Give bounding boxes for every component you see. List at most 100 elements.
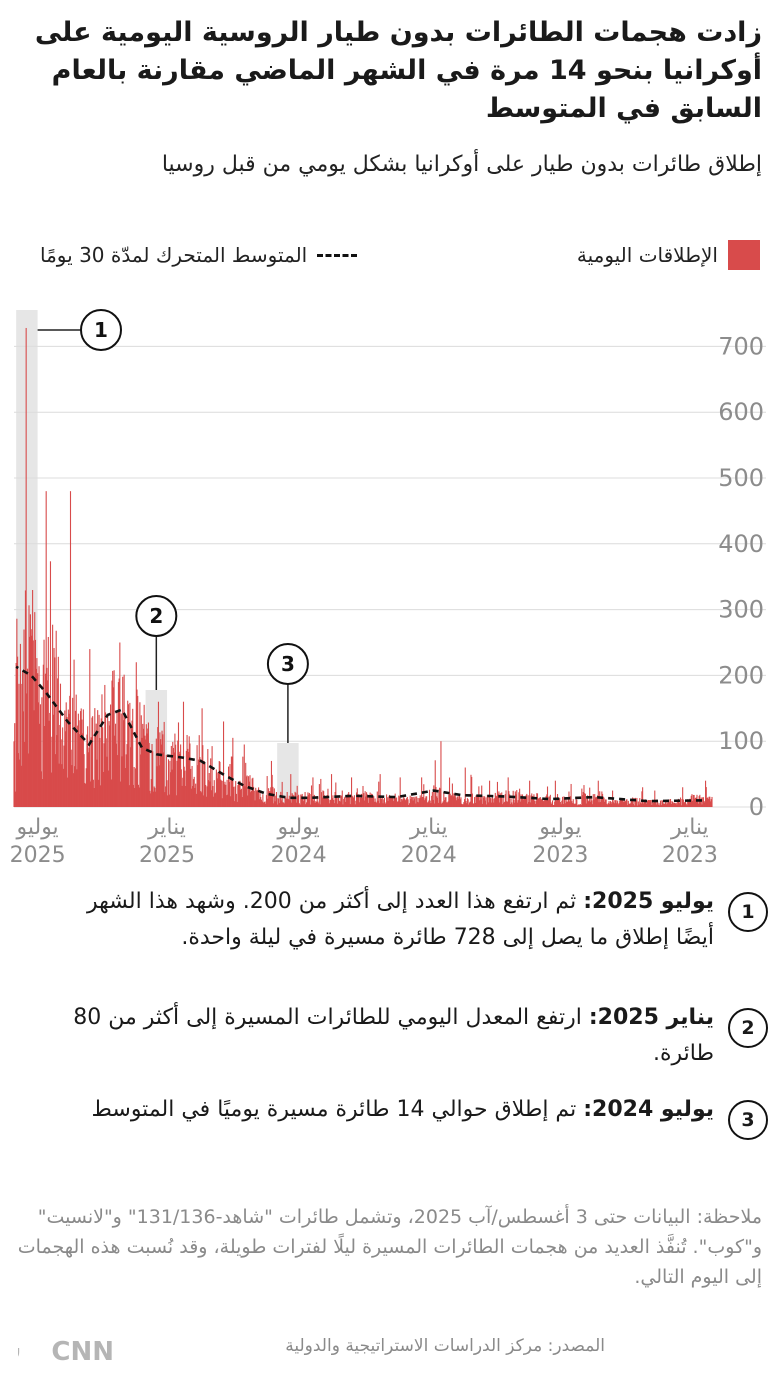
daily-bar — [475, 795, 477, 807]
daily-bar — [75, 694, 77, 807]
daily-bar — [156, 766, 158, 807]
daily-bar — [529, 780, 531, 807]
daily-bar — [584, 793, 586, 807]
daily-bar — [668, 799, 670, 807]
daily-bar — [595, 796, 597, 807]
daily-bar — [619, 799, 622, 807]
daily-bar — [410, 799, 412, 807]
daily-bar — [202, 745, 204, 807]
daily-bar — [405, 799, 407, 807]
daily-bar — [692, 800, 694, 807]
daily-bar — [463, 802, 465, 807]
daily-bar — [82, 709, 84, 807]
daily-bar — [412, 800, 414, 807]
daily-bar — [142, 723, 144, 807]
daily-bar — [567, 798, 569, 807]
daily-bar — [539, 797, 541, 807]
daily-bar — [634, 797, 637, 807]
daily-bar — [221, 798, 223, 807]
daily-bar — [519, 788, 521, 807]
x-tick-year-2: 2024 — [401, 843, 457, 868]
daily-bar — [71, 765, 73, 807]
daily-bar — [69, 695, 71, 807]
daily-bar — [684, 801, 686, 807]
daily-bar — [388, 794, 391, 807]
daily-bar — [87, 752, 89, 807]
daily-bar — [413, 798, 416, 807]
daily-bar — [396, 797, 398, 807]
legend-dash-swatch — [317, 253, 358, 257]
daily-bar — [160, 739, 162, 807]
daily-bar — [140, 715, 142, 807]
daily-bar — [647, 801, 649, 807]
daily-bar — [270, 760, 273, 807]
annotation-heading-1: يوليو 2025: — [583, 889, 714, 914]
daily-bar — [614, 800, 617, 807]
daily-bar — [89, 781, 92, 807]
daily-bar — [491, 802, 493, 807]
daily-bar — [373, 796, 375, 807]
daily-bar — [467, 799, 469, 807]
daily-bar — [706, 797, 708, 807]
daily-bar — [88, 747, 90, 807]
daily-bar — [265, 803, 267, 807]
daily-bar — [546, 786, 549, 807]
y-tick-700: 700 — [718, 332, 764, 360]
daily-bar — [582, 791, 584, 807]
legend-avg-label: المتوسط المتحرك لمدّة 30 يومًا — [40, 243, 308, 267]
daily-bar — [642, 803, 644, 807]
daily-bar — [141, 737, 143, 807]
daily-bar — [185, 785, 187, 807]
daily-bar — [36, 658, 38, 807]
daily-bar — [619, 800, 621, 807]
daily-bar — [335, 796, 338, 807]
daily-bar — [497, 793, 499, 807]
daily-bar — [257, 790, 259, 807]
daily-bar — [590, 797, 592, 807]
daily-bar — [254, 800, 256, 807]
daily-bar — [670, 803, 672, 807]
daily-bar — [617, 804, 619, 807]
y-tick-400: 400 — [718, 530, 764, 558]
daily-bar — [459, 799, 461, 807]
daily-bar — [403, 798, 406, 807]
daily-bar — [280, 800, 283, 807]
daily-bar — [87, 726, 89, 807]
daily-bar — [367, 795, 369, 807]
daily-bar — [501, 792, 503, 807]
daily-bar — [675, 802, 677, 807]
daily-bar — [644, 801, 646, 807]
daily-bar — [406, 796, 408, 807]
daily-bar — [378, 803, 380, 807]
daily-bar — [14, 791, 16, 807]
daily-bar — [299, 804, 301, 807]
y-tick-600: 600 — [718, 398, 764, 426]
daily-bar — [636, 797, 638, 807]
daily-bar — [608, 801, 610, 807]
daily-bar — [629, 803, 631, 807]
daily-bar — [607, 804, 609, 807]
daily-bar — [626, 799, 628, 807]
daily-bar — [311, 796, 313, 807]
daily-bar — [404, 800, 406, 807]
daily-bar — [59, 683, 62, 807]
daily-bar — [700, 797, 702, 807]
daily-bar — [357, 795, 359, 807]
daily-bar — [115, 743, 117, 807]
daily-bar — [442, 801, 444, 807]
daily-bar — [520, 794, 522, 807]
daily-bar — [196, 745, 198, 807]
daily-bar — [171, 769, 173, 807]
daily-bar — [603, 797, 605, 807]
daily-bar — [346, 797, 348, 807]
daily-bar — [652, 802, 654, 807]
daily-bar — [531, 796, 534, 807]
daily-bar — [396, 801, 398, 807]
daily-bar — [529, 802, 531, 807]
daily-bar — [349, 804, 351, 807]
daily-bar — [551, 804, 553, 807]
daily-bar — [67, 777, 69, 807]
daily-bar — [579, 804, 581, 807]
daily-bar — [496, 781, 499, 807]
daily-bar — [192, 779, 195, 807]
